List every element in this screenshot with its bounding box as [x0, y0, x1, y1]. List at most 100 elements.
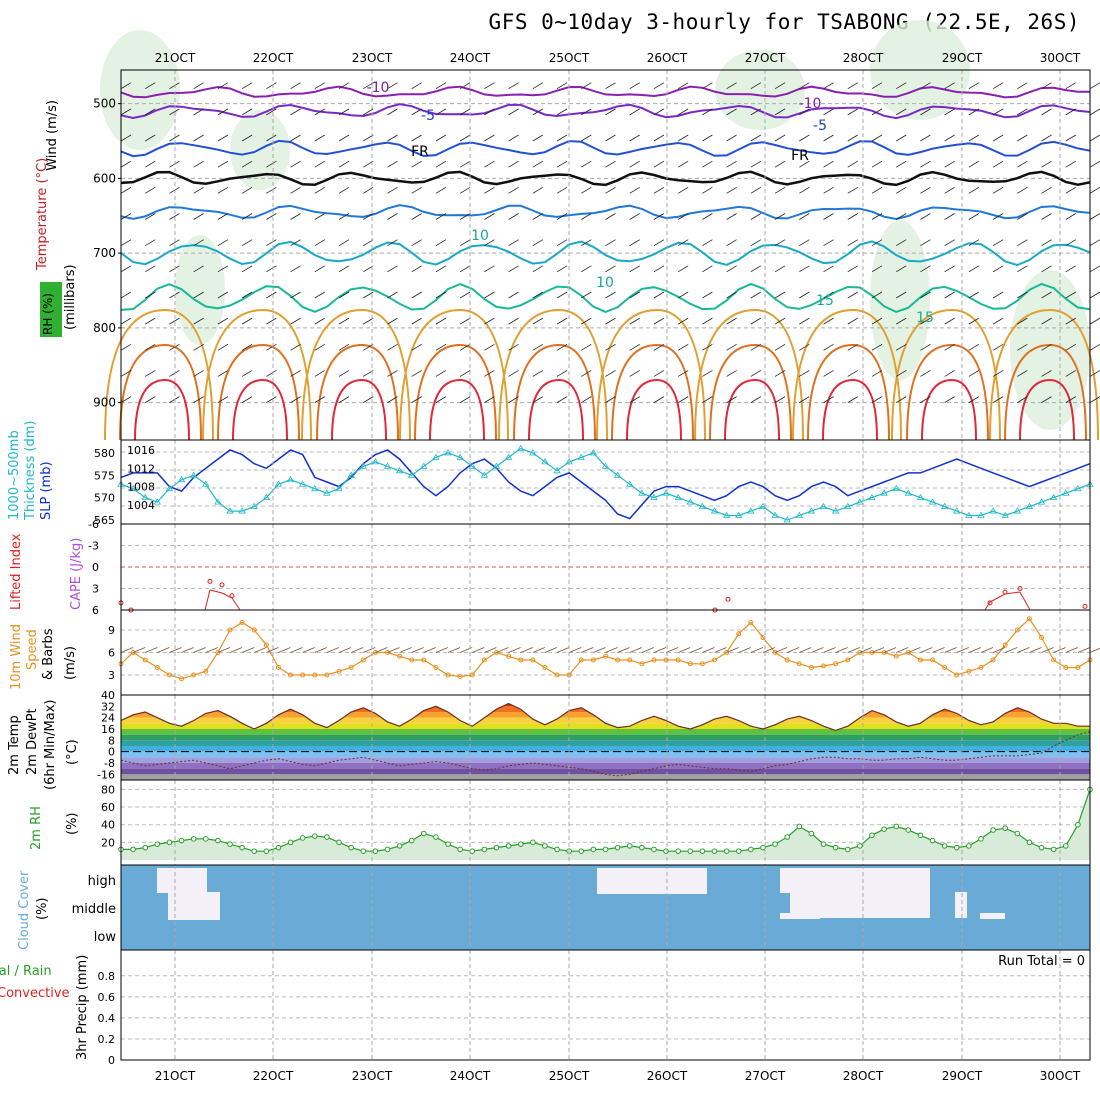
- wind-barb: [968, 647, 982, 653]
- thickness-marker: [250, 502, 258, 509]
- wind-barb: [823, 343, 834, 351]
- wind-barb: [605, 134, 616, 142]
- wind-barb: [1065, 265, 1076, 273]
- wind-barb: [799, 160, 810, 168]
- wind-barb: [145, 82, 156, 90]
- x-date-bottom: 27OCT: [745, 1069, 786, 1083]
- slp-label: SLP (mb): [39, 461, 54, 520]
- wind-barb: [1017, 239, 1028, 246]
- thickness-marker: [819, 502, 828, 509]
- wind-barb: [629, 647, 642, 653]
- wind-barb: [145, 213, 156, 220]
- rh-marker: [372, 848, 379, 854]
- wind-barb: [387, 343, 398, 351]
- thickness-marker: [480, 471, 489, 478]
- wind-barb: [629, 396, 640, 403]
- warm-contour: [822, 378, 878, 441]
- thickness-marker: [541, 458, 549, 465]
- wind-barb: [556, 370, 568, 377]
- warm-contour: [119, 343, 202, 441]
- x-date-top: 22OCT: [253, 51, 294, 65]
- wind-barb: [750, 265, 762, 273]
- wind-barb: [629, 186, 640, 194]
- thickness-marker: [129, 484, 137, 492]
- wind-barb: [1005, 647, 1018, 653]
- wind-barb: [1017, 160, 1028, 168]
- wind-barb: [992, 396, 1004, 403]
- upper-y-tick: 800: [93, 321, 116, 335]
- thickness-marker: [1062, 489, 1070, 496]
- wind-barb: [314, 343, 326, 351]
- wind-barb: [968, 396, 980, 403]
- wind-barb: [484, 265, 495, 273]
- rh-marker: [433, 834, 439, 840]
- wind-barb: [653, 186, 665, 194]
- rh-marker: [651, 846, 657, 853]
- wind-speed-marker: [808, 665, 814, 670]
- thickness-marker: [844, 502, 852, 509]
- wind-barb: [411, 647, 424, 653]
- wind-speed-marker: [978, 665, 984, 670]
- wind-barb: [629, 265, 640, 273]
- wind-barb: [532, 370, 544, 377]
- rh-marker: [881, 826, 887, 832]
- wind-speed-marker: [833, 661, 839, 667]
- wind-barb: [944, 134, 955, 142]
- wind-barb: [605, 370, 616, 377]
- rh-marker: [639, 844, 645, 851]
- wind-barb: [702, 160, 713, 168]
- wind-barb: [459, 291, 471, 299]
- thickness-marker: [892, 484, 900, 492]
- wind-barb: [387, 370, 398, 377]
- wind-barb: [702, 396, 713, 403]
- dewpt-label: 2m DewPt: [25, 708, 40, 775]
- wind-barb: [484, 213, 495, 220]
- upper-y-tick: 600: [93, 171, 116, 185]
- wind-barb: [1017, 134, 1028, 142]
- slp-line: [120, 449, 1091, 520]
- warm-contour: [906, 343, 989, 441]
- wind-barb: [241, 370, 253, 377]
- wind-speed-marker: [687, 661, 693, 667]
- wind-barb: [532, 396, 544, 403]
- wind-speed-marker: [712, 657, 718, 663]
- wind-barb: [120, 186, 132, 194]
- wind-barb: [217, 108, 229, 116]
- wind-barb: [266, 108, 277, 116]
- thickness-marker: [323, 489, 331, 496]
- wind-barb: [774, 265, 786, 273]
- li-marker: [207, 578, 213, 584]
- x-date-top: 24OCT: [450, 51, 491, 65]
- li-tick: 3: [92, 583, 99, 596]
- rh-marker: [166, 839, 173, 846]
- wind-barb: [411, 108, 422, 116]
- wind-barb: [968, 265, 980, 273]
- wind-barb: [350, 647, 364, 653]
- wind-barb: [992, 647, 1006, 653]
- wind-speed-marker: [518, 657, 524, 663]
- wind-barb: [266, 317, 277, 325]
- wind-speed-marker: [409, 657, 415, 663]
- thickness-marker: [492, 462, 501, 469]
- thickness-marker: [395, 467, 404, 474]
- thickness-marker: [722, 511, 731, 518]
- warm-contour: [528, 378, 584, 441]
- thickness-marker: [189, 471, 198, 478]
- rh-marker: [857, 843, 863, 849]
- wind-barb: [726, 82, 737, 90]
- wind-barb: [605, 343, 616, 351]
- wind-barb: [290, 343, 301, 351]
- wind-barb: [120, 134, 132, 142]
- rh-marker: [227, 841, 233, 847]
- thickness-marker: [383, 462, 392, 469]
- rh-tick: 60: [101, 801, 115, 814]
- warm-contour: [921, 378, 977, 441]
- wind-barb: [702, 291, 713, 299]
- cape-label: CAPE (J/kg): [69, 538, 84, 610]
- warm-contour: [891, 308, 1001, 441]
- wind-barb: [241, 134, 253, 142]
- rh-area: [121, 789, 1090, 860]
- wind-barb: [169, 396, 180, 403]
- rh-marker: [517, 841, 524, 847]
- rh-marker: [251, 848, 258, 854]
